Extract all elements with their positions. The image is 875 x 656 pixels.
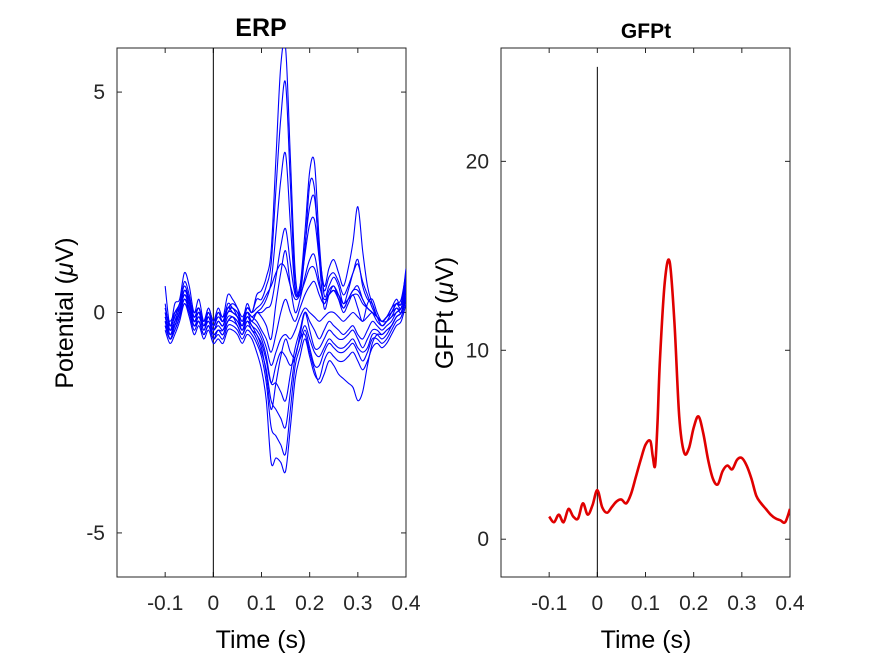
gfpt-series-line [548, 258, 790, 525]
erp-series-line-14 [164, 294, 406, 429]
erp-series-line-8 [164, 294, 406, 402]
erp-y-axis-label: Potential (μV) [51, 237, 79, 388]
gfpt-panel: -0.1 0 0.1 0.2 0.3 0.4 0 10 20 GFPt Time (s) GFP… [431, 20, 805, 654]
erp-series-line-13 [164, 290, 406, 366]
gfp-x-tick-label: 0.3 [727, 592, 756, 615]
gfpt-y-axis-label: GFPt (μV) [431, 257, 459, 369]
erp-series-line-10 [164, 303, 406, 474]
gfpt-tick-labels: -0.1 0 0.1 0.2 0.3 0.4 0 10 20 [466, 150, 805, 615]
erp-series-line-12 [164, 272, 406, 353]
gfp-y-tick-label: 10 [466, 339, 489, 362]
gfpt-axes [500, 47, 791, 578]
gfp-x-tick-label: 0.2 [679, 592, 708, 615]
gfp-axes-box [500, 47, 791, 578]
gfp-x-tick-label: 0 [591, 592, 603, 615]
erp-panel: -0.1 0 0.1 0.2 0.3 0.4 -5 0 5 ERP Time (s) Poten… [51, 14, 421, 654]
erp-x-tick-label: 0 [207, 592, 219, 615]
erp-x-tick-label: 0.2 [295, 592, 324, 615]
erp-y-tick-label: 5 [93, 81, 105, 104]
erp-series-lines [164, 48, 406, 474]
gfp-x-tick-label: 0.1 [631, 592, 660, 615]
gfpt-x-axis-label: Time (s) [601, 626, 692, 654]
erp-x-tick-label: -0.1 [147, 592, 183, 615]
erp-x-axis-label: Time (s) [216, 626, 307, 654]
erp-y-tick-label: -5 [86, 522, 105, 545]
gfp-x-tick-label: 0.4 [775, 592, 805, 615]
gfp-series-line [548, 258, 790, 525]
erp-x-tick-label: 0.3 [343, 592, 372, 615]
gfp-x-tick-label: -0.1 [531, 592, 567, 615]
erp-title: ERP [235, 14, 286, 42]
erp-y-tick-label: 0 [93, 302, 105, 325]
gfpt-title: GFPt [621, 20, 671, 43]
erp-x-tick-label: 0.1 [247, 592, 276, 615]
erp-tick-labels: -0.1 0 0.1 0.2 0.3 0.4 -5 0 5 [86, 81, 421, 615]
gfp-y-tick-label: 20 [466, 150, 489, 173]
erp-x-tick-label: 0.4 [391, 592, 421, 615]
gfp-y-tick-label: 0 [477, 528, 489, 551]
